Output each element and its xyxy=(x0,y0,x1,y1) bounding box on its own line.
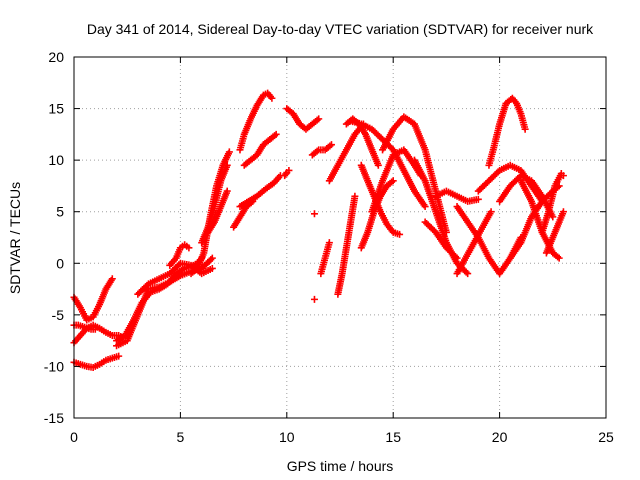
data-point xyxy=(249,197,257,205)
series-arc-32 xyxy=(432,187,482,205)
y-tick-label: -10 xyxy=(44,358,64,374)
data-point xyxy=(555,254,563,262)
data-point xyxy=(559,172,567,180)
series-arc-28 xyxy=(347,117,429,211)
y-tick-label: -15 xyxy=(44,410,64,426)
data-point xyxy=(225,148,233,156)
plot-frame xyxy=(73,56,607,419)
data-point xyxy=(115,352,123,360)
series-arc-21 xyxy=(317,239,333,278)
series-arc-40 xyxy=(538,170,567,236)
y-tick-label: 20 xyxy=(48,49,64,65)
series-arc-29 xyxy=(379,113,450,236)
data-point xyxy=(208,254,216,262)
data-point xyxy=(559,208,567,216)
data-point xyxy=(310,210,318,218)
series-arc-06 xyxy=(113,254,216,350)
data-point xyxy=(268,94,276,102)
series-arc-15 xyxy=(230,197,257,231)
series-arc-01 xyxy=(70,275,116,324)
axis-ticks: 0 5 10 15 20 25 -15 -10 -5 0 5 10 15 20 xyxy=(44,49,614,445)
data-point xyxy=(462,268,470,276)
data-point xyxy=(521,125,529,133)
data-point xyxy=(452,253,460,261)
series-arc-17 xyxy=(281,166,293,180)
data-point xyxy=(421,203,429,211)
series-arc-35 xyxy=(485,94,529,169)
data-point xyxy=(453,254,461,262)
series-arc-10 xyxy=(198,161,231,247)
y-tick-label: -5 xyxy=(52,307,65,323)
series-arc-12 xyxy=(236,89,276,154)
data-point xyxy=(185,244,193,252)
data-series xyxy=(70,89,567,371)
data-point xyxy=(549,213,557,221)
series-arc-31 xyxy=(421,218,461,262)
data-point xyxy=(474,195,482,203)
x-tick-label: 5 xyxy=(177,429,185,445)
x-axis-label: GPS time / hours xyxy=(287,458,394,474)
x-tick-label: 10 xyxy=(279,429,295,445)
x-tick-label: 0 xyxy=(70,429,78,445)
data-point xyxy=(223,161,231,169)
series-arc-11 xyxy=(204,187,231,236)
y-tick-label: 10 xyxy=(48,152,64,168)
data-point xyxy=(208,264,216,272)
x-tick-label: 20 xyxy=(492,429,508,445)
series-arc-20 xyxy=(310,295,318,303)
data-point xyxy=(143,281,151,289)
y-axis-label: SDTVAR / TECUs xyxy=(7,182,23,294)
data-point xyxy=(108,275,116,283)
data-point xyxy=(310,295,318,303)
series-arc-08 xyxy=(166,241,193,269)
data-point xyxy=(91,325,99,333)
data-point xyxy=(272,130,280,138)
data-point xyxy=(351,192,359,200)
series-arc-04 xyxy=(70,352,123,371)
data-point xyxy=(494,168,502,176)
chart-title: Day 341 of 2014, Sidereal Day-to-day VTE… xyxy=(87,21,594,37)
series-arc-41 xyxy=(542,208,567,257)
series-arc-22 xyxy=(334,192,359,298)
data-point xyxy=(487,208,495,216)
series-arc-16 xyxy=(283,105,323,133)
series-arc-03 xyxy=(70,321,99,333)
data-point xyxy=(389,177,397,185)
y-tick-label: 15 xyxy=(48,101,64,117)
data-point xyxy=(327,141,335,149)
y-tick-label: 0 xyxy=(56,255,64,271)
series-arc-18 xyxy=(308,141,335,159)
x-tick-label: 25 xyxy=(598,429,614,445)
series-arc-19 xyxy=(310,210,318,218)
x-tick-label: 15 xyxy=(385,429,401,445)
data-point xyxy=(325,239,333,247)
data-point xyxy=(207,256,215,264)
y-tick-label: 5 xyxy=(56,204,64,220)
data-point xyxy=(315,115,323,123)
data-point xyxy=(223,187,231,195)
data-point xyxy=(464,270,472,278)
series-arc-13 xyxy=(240,130,280,169)
data-point xyxy=(396,230,404,238)
data-point xyxy=(374,161,382,169)
data-point xyxy=(285,166,293,174)
